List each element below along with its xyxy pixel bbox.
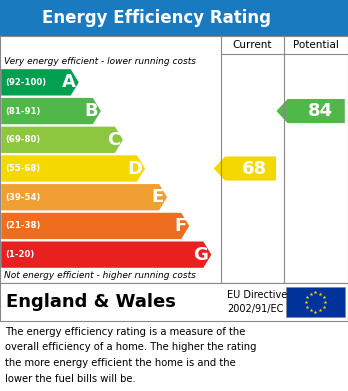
Text: the more energy efficient the home is and the: the more energy efficient the home is an… [5, 358, 236, 368]
Polygon shape [1, 242, 211, 268]
Polygon shape [1, 69, 79, 95]
Text: Not energy efficient - higher running costs: Not energy efficient - higher running co… [4, 271, 196, 280]
Bar [0, 0, 348, 36]
Text: EU Directive: EU Directive [227, 290, 287, 300]
Text: The energy efficiency rating is a measure of the: The energy efficiency rating is a measur… [5, 327, 245, 337]
Text: (1-20): (1-20) [5, 250, 34, 259]
Text: A: A [62, 74, 76, 91]
Text: lower the fuel bills will be.: lower the fuel bills will be. [5, 373, 136, 384]
Polygon shape [1, 213, 189, 239]
Polygon shape [1, 127, 123, 153]
Text: (69-80): (69-80) [5, 135, 40, 144]
Text: B: B [84, 102, 98, 120]
Text: Current: Current [232, 40, 272, 50]
Text: (81-91): (81-91) [5, 107, 40, 116]
Text: 68: 68 [242, 160, 267, 178]
Text: F: F [174, 217, 186, 235]
Polygon shape [1, 98, 101, 124]
Text: (39-54): (39-54) [5, 193, 40, 202]
Polygon shape [214, 156, 276, 181]
Text: overall efficiency of a home. The higher the rating: overall efficiency of a home. The higher… [5, 343, 256, 352]
Text: G: G [193, 246, 208, 264]
Text: Energy Efficiency Rating: Energy Efficiency Rating [42, 9, 271, 27]
Text: D: D [127, 160, 142, 178]
Text: (92-100): (92-100) [5, 78, 46, 87]
Text: (21-38): (21-38) [5, 221, 40, 230]
Text: 84: 84 [308, 102, 333, 120]
Text: C: C [106, 131, 120, 149]
Polygon shape [276, 99, 345, 123]
Text: Potential: Potential [293, 40, 339, 50]
Text: E: E [152, 188, 164, 206]
Bar [0, 283, 348, 321]
Bar [286, 287, 345, 317]
Text: 2002/91/EC: 2002/91/EC [227, 304, 283, 314]
Text: Very energy efficient - lower running costs: Very energy efficient - lower running co… [4, 57, 196, 66]
Text: England & Wales: England & Wales [6, 293, 176, 311]
Text: (55-68): (55-68) [5, 164, 40, 173]
Polygon shape [1, 155, 145, 182]
Bar [0, 36, 348, 283]
Polygon shape [1, 184, 167, 210]
